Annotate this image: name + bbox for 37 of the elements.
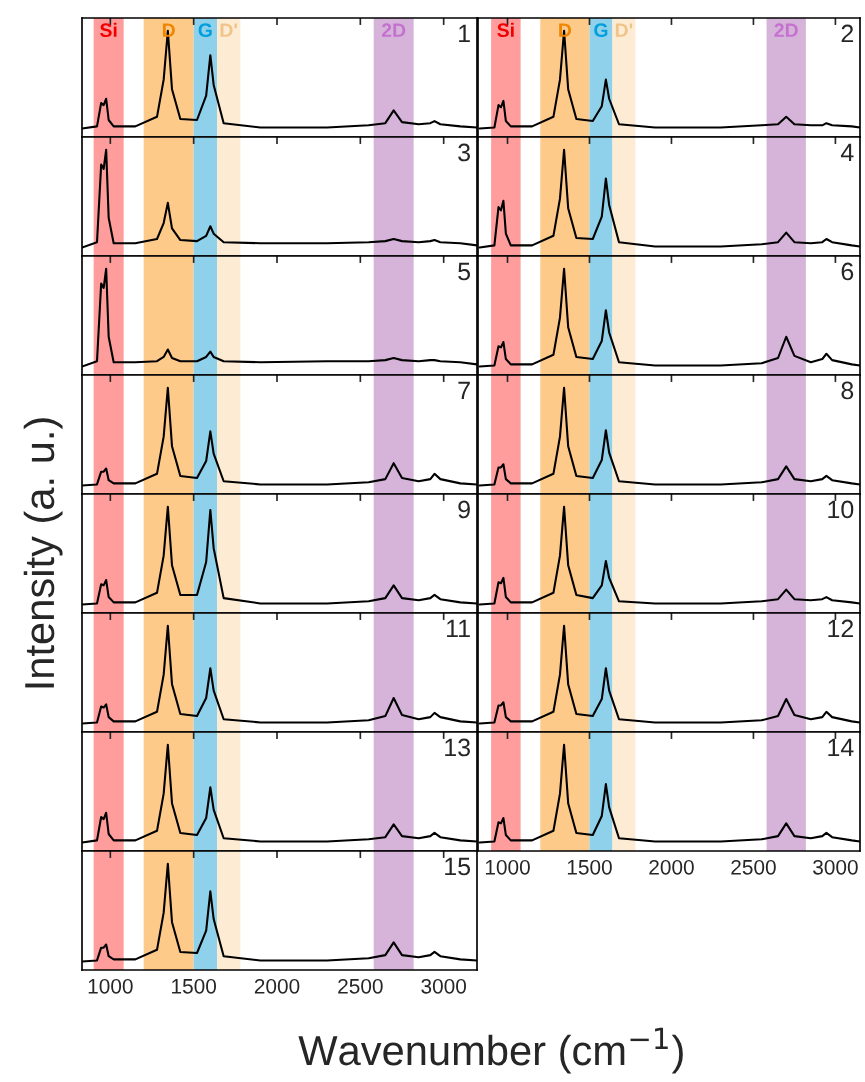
chart-title: 2 [841, 24, 854, 43]
chart-title: 11 [447, 619, 470, 638]
chart-title: 13 [445, 738, 470, 757]
band-label: G [198, 23, 212, 38]
x-tick-label: 2000 [649, 859, 694, 875]
band-label: D [559, 23, 572, 37]
x-axis-title: Wavenumber (cm$^{−1}$) [298, 1027, 683, 1074]
x-tick-label: 1000 [485, 859, 530, 875]
band-label: 2D [381, 23, 406, 37]
x-tick-label: 3000 [421, 978, 467, 994]
chart-title: 5 [458, 262, 471, 281]
x-tick-label: 1000 [88, 978, 133, 994]
x-tick-label: 1500 [567, 859, 612, 875]
band-label: G [594, 23, 608, 38]
x-tick-label: 2000 [254, 978, 300, 994]
chart-title: 3 [458, 143, 470, 162]
chart-title: 8 [841, 381, 854, 400]
band-label: D' [220, 23, 237, 37]
x-tick-label: 2500 [338, 978, 383, 994]
chart-title: 1 [459, 24, 470, 43]
chart-title: 9 [458, 500, 470, 519]
x-tick-label: 1500 [172, 978, 217, 994]
y-axis-title: Intensity (a. u.) [23, 418, 63, 688]
chart-title: 7 [458, 381, 470, 400]
x-tick-label: 3000 [813, 859, 858, 875]
chart-title: 14 [828, 738, 854, 757]
band-label: Si [100, 22, 117, 38]
x-tick-label: 2500 [731, 859, 776, 875]
chart-title: 6 [841, 262, 854, 281]
chart-title: 12 [828, 619, 854, 638]
band-label: 2D [774, 23, 798, 37]
chart-title: 15 [445, 857, 471, 876]
band-label: D [162, 23, 175, 37]
chart-title: 4 [840, 143, 854, 162]
band-label: Si [497, 22, 514, 38]
chart-title: 10 [828, 500, 854, 519]
band-label: D' [615, 23, 633, 37]
